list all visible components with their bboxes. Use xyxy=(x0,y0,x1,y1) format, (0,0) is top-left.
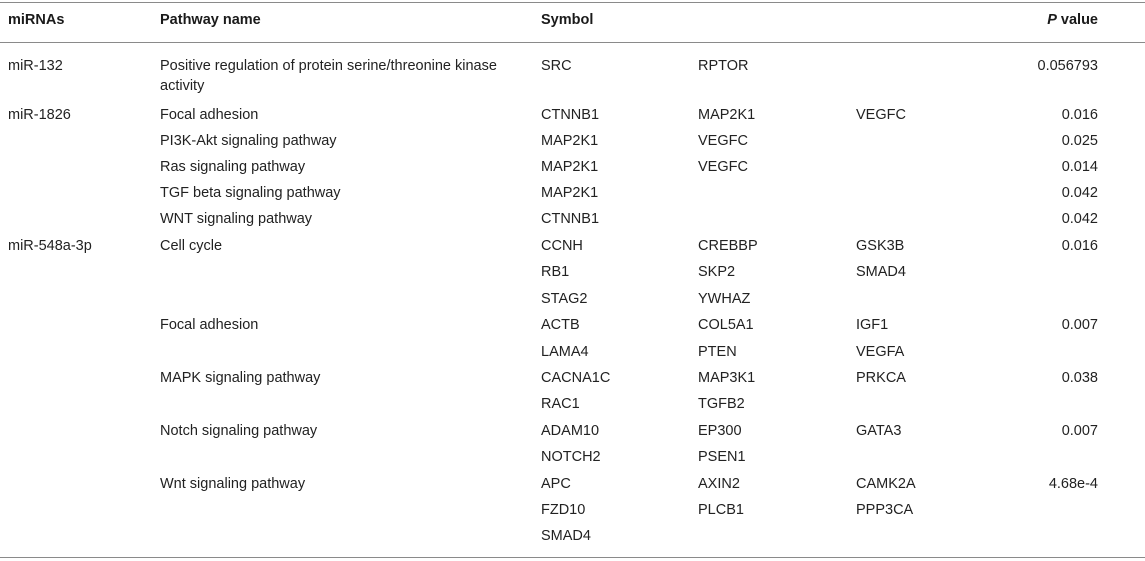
symbol-cell: PLCB1 xyxy=(698,502,744,518)
pathway-cell: MAPK signaling pathway xyxy=(160,370,321,386)
pathway-cell: Ras signaling pathway xyxy=(160,159,306,175)
p-value-cell: 0.042 xyxy=(1061,211,1098,227)
symbol-cell: MAP3K1 xyxy=(698,370,756,386)
symbol-cell: MAP2K1 xyxy=(541,159,599,175)
p-value-cell: 0.016 xyxy=(1061,238,1098,254)
symbol-cell: GATA3 xyxy=(856,423,902,439)
header-mirnas: miRNAs xyxy=(8,12,65,28)
symbol-cell: CTNNB1 xyxy=(541,211,600,227)
symbol-cell: VEGFC xyxy=(856,107,906,123)
symbol-cell: RAC1 xyxy=(541,396,580,412)
p-value-cell: 0.038 xyxy=(1061,370,1098,386)
symbol-cell: CCNH xyxy=(541,238,583,254)
top-rule xyxy=(0,2,1145,3)
symbol-cell: RB1 xyxy=(541,264,570,280)
pathway-cell: Positive regulation of protein serine/th… xyxy=(160,58,497,94)
symbol-cell: AXIN2 xyxy=(698,476,740,492)
p-value-cell: 0.016 xyxy=(1061,107,1098,123)
symbol-cell: CTNNB1 xyxy=(541,107,600,123)
symbol-cell: SMAD4 xyxy=(541,528,591,544)
symbol-cell: NOTCH2 xyxy=(541,449,601,465)
bottom-rule xyxy=(0,557,1145,558)
header-pathway-name: Pathway name xyxy=(160,12,261,28)
symbol-cell: PSEN1 xyxy=(698,449,746,465)
symbol-cell: PRKCA xyxy=(856,370,906,386)
symbol-cell: YWHAZ xyxy=(698,291,751,307)
pathway-cell: Notch signaling pathway xyxy=(160,423,318,439)
symbol-cell: IGF1 xyxy=(856,317,889,333)
p-value-cell: 0.007 xyxy=(1061,423,1098,439)
symbol-cell: EP300 xyxy=(698,423,742,439)
pathway-cell: Focal adhesion xyxy=(160,317,259,333)
symbol-cell: ACTB xyxy=(541,317,580,333)
symbol-cell: CACNA1C xyxy=(541,370,611,386)
symbol-cell: TGFB2 xyxy=(698,396,745,412)
header-p-rest: value xyxy=(1056,12,1098,28)
header-rule xyxy=(0,42,1145,43)
p-value-cell: 0.056793 xyxy=(1037,58,1098,74)
header-p-value: P value xyxy=(978,10,1098,30)
symbol-cell: RPTOR xyxy=(698,58,749,74)
pathway-cell: Wnt signaling pathway xyxy=(160,476,306,492)
p-value-cell: 4.68e-4 xyxy=(1048,476,1098,492)
symbol-cell: SMAD4 xyxy=(856,264,906,280)
pathway-cell: PI3K-Akt signaling pathway xyxy=(160,133,337,149)
symbol-cell: GSK3B xyxy=(856,238,905,254)
symbol-cell: FZD10 xyxy=(541,502,586,518)
pathway-cell: WNT signaling pathway xyxy=(160,211,313,227)
header-p-italic: P xyxy=(1047,12,1057,28)
symbol-cell: LAMA4 xyxy=(541,344,589,360)
symbol-cell: CAMK2A xyxy=(856,476,916,492)
symbol-cell: SRC xyxy=(541,58,572,74)
symbol-cell: MAP2K1 xyxy=(541,133,599,149)
p-value-cell: 0.007 xyxy=(1061,317,1098,333)
pathway-cell: Focal adhesion xyxy=(160,107,259,123)
symbol-cell: STAG2 xyxy=(541,291,588,307)
mirna-cell: miR-132 xyxy=(8,58,63,74)
symbol-cell: CREBBP xyxy=(698,238,758,254)
symbol-cell: COL5A1 xyxy=(698,317,754,333)
symbol-cell: VEGFA xyxy=(856,344,905,360)
symbol-cell: APC xyxy=(541,476,571,492)
symbol-cell: ADAM10 xyxy=(541,423,600,439)
symbol-cell: MAP2K1 xyxy=(698,107,756,123)
p-value-cell: 0.025 xyxy=(1061,133,1098,149)
p-value-cell: 0.014 xyxy=(1061,159,1098,175)
mirna-cell: miR-548a-3p xyxy=(8,238,92,254)
p-value-cell: 0.042 xyxy=(1061,185,1098,201)
pathway-cell: TGF beta signaling pathway xyxy=(160,185,341,201)
symbol-cell: PTEN xyxy=(698,344,737,360)
symbol-cell: MAP2K1 xyxy=(541,185,599,201)
symbol-cell: VEGFC xyxy=(698,133,748,149)
symbol-cell: VEGFC xyxy=(698,159,748,175)
symbol-cell: PPP3CA xyxy=(856,502,914,518)
header-symbol: Symbol xyxy=(541,12,594,28)
symbol-cell: SKP2 xyxy=(698,264,736,280)
pathway-cell: Cell cycle xyxy=(160,238,223,254)
mirna-cell: miR-1826 xyxy=(8,107,71,123)
